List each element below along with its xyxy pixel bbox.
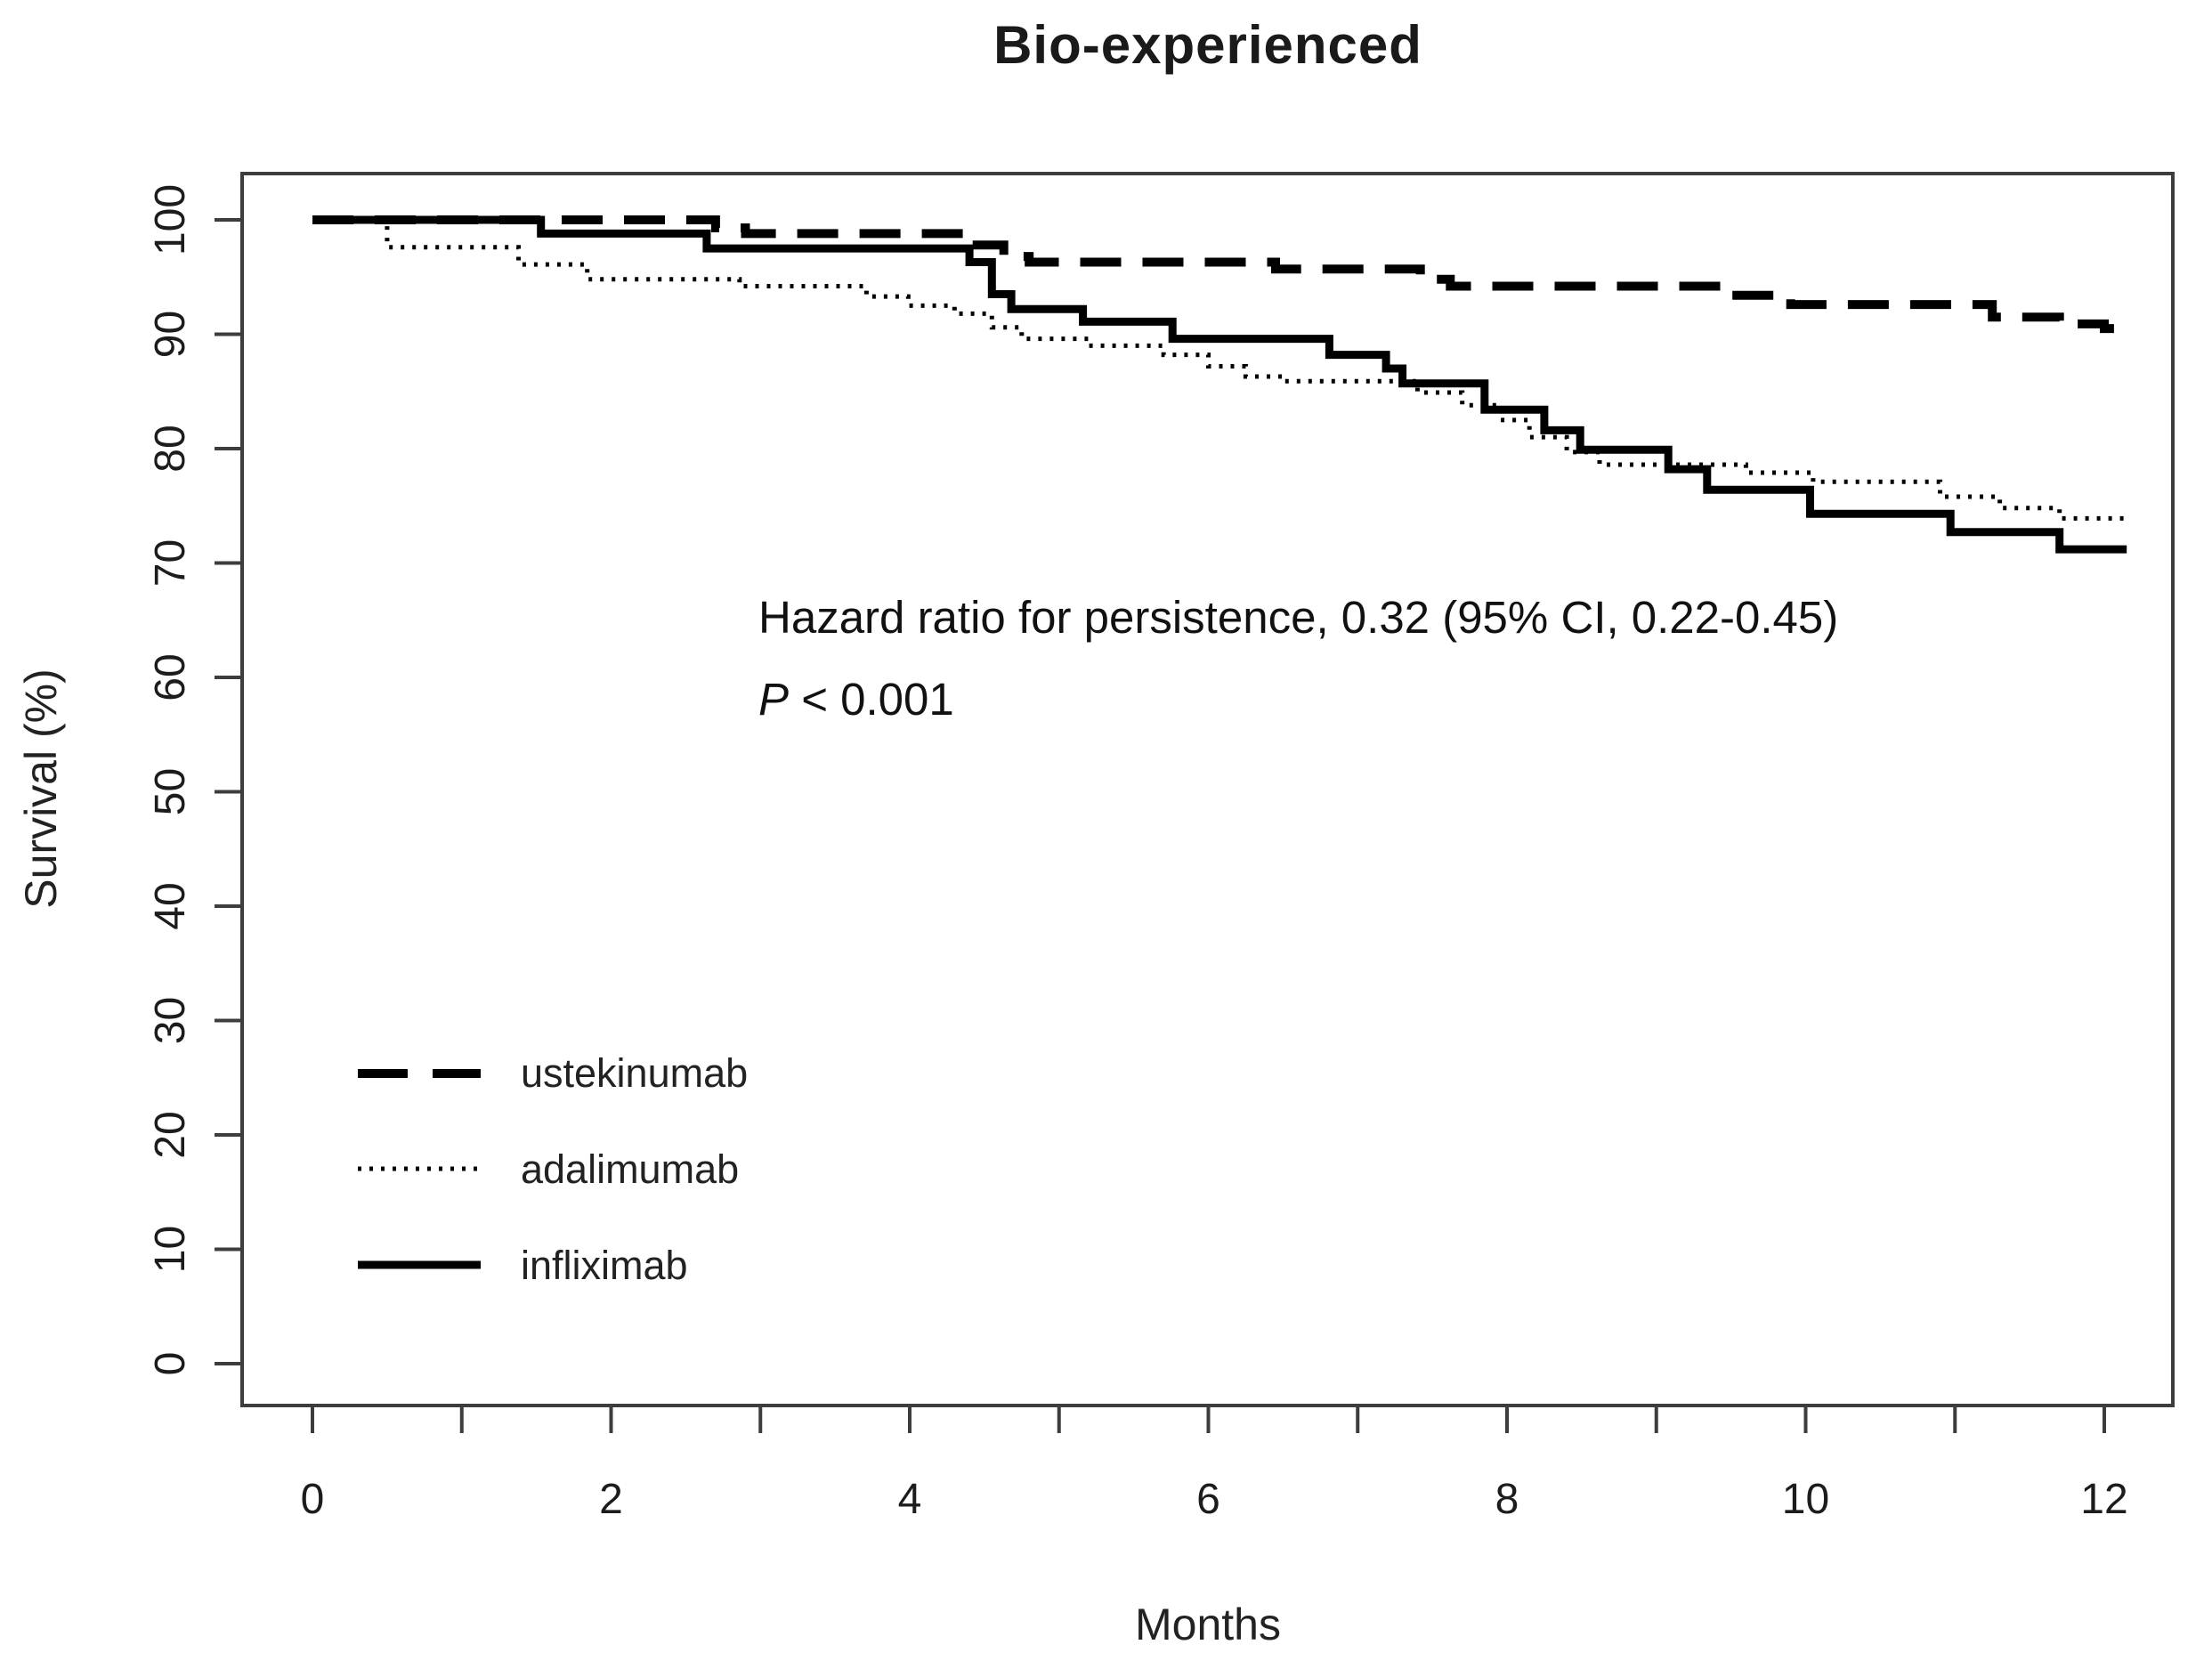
- axis-tick-labels: 0 2 4 6 8 10 12 0 10 20 30 40 50 60 70 80 90 100: [147, 184, 2128, 1523]
- y-tick-label: 40: [147, 882, 194, 929]
- x-tick-label: 6: [1196, 1476, 1220, 1523]
- y-tick-label: 0: [147, 1352, 194, 1376]
- curve-infliximab: [312, 215, 2127, 554]
- legend-label-adalimumab: adalimumab: [521, 1146, 740, 1192]
- plot-box: [240, 172, 2175, 1407]
- chart-title: Bio-experienced: [993, 15, 1422, 75]
- legend-label-ustekinumab: ustekinumab: [521, 1050, 749, 1096]
- y-tick-label: 60: [147, 653, 194, 701]
- y-tick-label: 20: [147, 1111, 194, 1158]
- y-tick-label: 100: [147, 184, 194, 255]
- axis-ticks: [215, 218, 2106, 1433]
- plot-frame: [240, 172, 2175, 1407]
- y-tick-label: 90: [147, 311, 194, 358]
- y-tick-label: 70: [147, 539, 194, 587]
- hazard-ratio-annotation: Hazard ratio for persistence, 0.32 (95% …: [758, 592, 1839, 643]
- y-tick-label: 30: [147, 997, 194, 1044]
- p-value-annotation: P < 0.001: [758, 673, 954, 725]
- x-tick-label: 4: [898, 1476, 922, 1523]
- curve-adalimumab: [312, 217, 2127, 521]
- y-tick-label: 50: [147, 768, 194, 815]
- x-tick-label: 10: [1782, 1476, 1829, 1523]
- p-symbol: P: [758, 674, 790, 725]
- survival-curves: [312, 215, 2135, 554]
- x-tick-label: 12: [2080, 1476, 2127, 1523]
- legend-label-infliximab: infliximab: [521, 1243, 688, 1288]
- x-tick-label: 0: [301, 1476, 325, 1523]
- legend-line-samples: [358, 1069, 481, 1269]
- y-tick-label: 10: [147, 1226, 194, 1273]
- x-tick-label: 2: [599, 1476, 623, 1523]
- p-value-text: < 0.001: [789, 674, 954, 725]
- x-axis-title: Months: [1135, 1600, 1281, 1649]
- curve-ustekinumab: [312, 215, 2135, 334]
- y-tick-label: 80: [147, 425, 194, 472]
- x-tick-label: 8: [1495, 1476, 1519, 1523]
